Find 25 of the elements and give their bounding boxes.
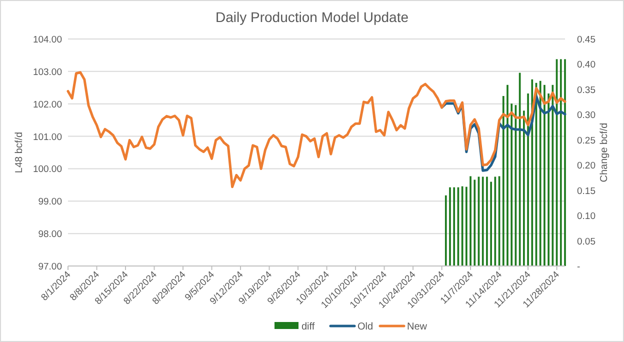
y-tick-label: 99.00 <box>38 196 62 208</box>
y-tick-label: 102.00 <box>32 99 62 110</box>
y2-tick-label: 0.10 <box>577 211 596 222</box>
y2-tick-label: - <box>577 262 580 272</box>
y2-tick-label: 0.05 <box>577 236 596 248</box>
line-series <box>66 71 566 188</box>
y-axis-title: L48 bcf/d <box>14 132 25 174</box>
y-tick-label: 98.00 <box>38 229 62 240</box>
chart-title: Daily Production Model Update <box>216 9 409 25</box>
y2-axis-title: Change bcf/d <box>599 122 610 182</box>
y2-tick-label: 0.45 <box>577 34 596 46</box>
legend-label: diff <box>302 322 315 332</box>
y-tick-label: 97.00 <box>38 262 62 272</box>
y-tick-label: 103.00 <box>32 66 62 78</box>
y-tick-label: 104.00 <box>32 34 62 46</box>
y2-tick-label: 0.40 <box>577 60 596 71</box>
y2-tick-label: 0.15 <box>577 186 596 197</box>
y2-tick-label: 0.25 <box>577 135 596 146</box>
y-tick-label: 100.00 <box>32 164 62 176</box>
y2-tick-label: 0.20 <box>577 160 596 172</box>
y-tick-label: 101.00 <box>32 132 62 143</box>
y2-tick-label: 0.30 <box>577 110 596 122</box>
legend-label: Old <box>358 322 374 332</box>
y2-tick-label: 0.35 <box>577 84 596 96</box>
legend-label: New <box>407 322 428 332</box>
